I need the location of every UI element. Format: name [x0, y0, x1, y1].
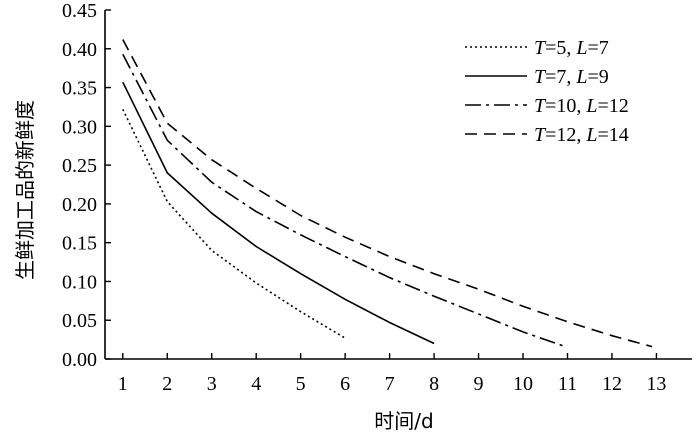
y-tick-label: 0.05 [62, 310, 97, 332]
tick-marks [105, 9, 658, 360]
x-tick-label: 4 [251, 373, 261, 395]
x-tick-label: 2 [162, 373, 172, 395]
x-axis-title: 时间/d [374, 409, 433, 433]
series-line-3 [122, 53, 564, 347]
x-tick-label: 7 [385, 373, 395, 395]
x-tick-label: 10 [513, 373, 533, 395]
legend-label-2: T=7, L=9 [534, 66, 609, 88]
y-tick-label: 0.35 [62, 78, 97, 100]
x-tick-label: 9 [474, 373, 484, 395]
legend: T=5, L=7 T=7, L=9 T=10, L=12 T=12, L=14 [465, 37, 629, 146]
y-tick-label: 0.10 [62, 271, 97, 293]
y-tick-label: 0.25 [62, 155, 97, 177]
legend-label-4: T=12, L=14 [534, 124, 629, 146]
y-axis-title: 生鲜加工品的新鲜度 [13, 100, 37, 280]
x-tick-label: 12 [602, 373, 622, 395]
legend-label-1: T=5, L=7 [534, 37, 609, 59]
y-tick-label: 0.30 [62, 116, 97, 138]
x-tick-label: 1 [118, 373, 128, 395]
y-tick-label: 0.20 [62, 194, 97, 216]
y-tick-label: 0.40 [62, 39, 97, 61]
x-tick-label: 8 [429, 373, 439, 395]
y-tick-label: 0.45 [62, 0, 97, 22]
series-line-4 [122, 39, 653, 348]
series-line-2 [122, 81, 435, 345]
tick-labels: 0.00 0.05 0.10 0.15 0.20 0.25 0.30 0.35 0.40 0.45… [62, 0, 666, 395]
legend-label-3: T=10, L=12 [534, 95, 629, 117]
axes [104, 10, 692, 360]
x-tick-label: 11 [558, 373, 577, 395]
x-tick-label: 5 [296, 373, 306, 395]
series-lines [122, 39, 653, 348]
x-tick-label: 3 [207, 373, 217, 395]
y-tick-label: 0.00 [62, 349, 97, 371]
y-tick-label: 0.15 [62, 233, 97, 255]
series-line-1 [122, 108, 346, 339]
x-tick-label: 6 [340, 373, 350, 395]
x-tick-label: 13 [646, 373, 666, 395]
